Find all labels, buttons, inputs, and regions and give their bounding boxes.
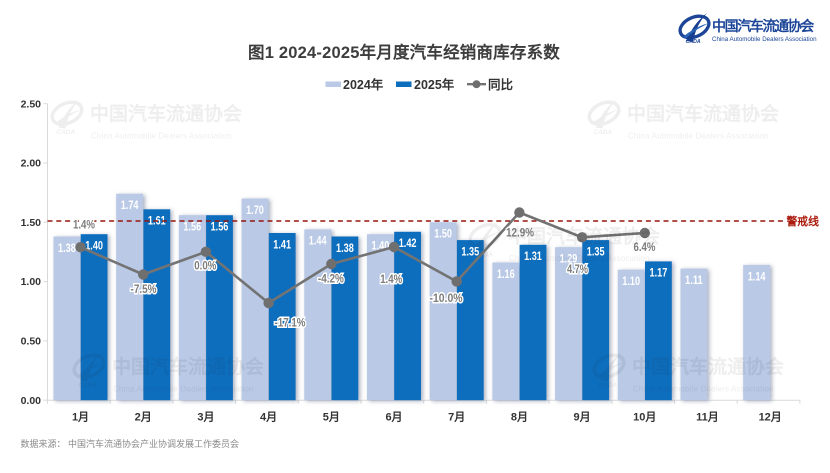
svg-text:0.50: 0.50 [21,336,42,348]
svg-text:5月: 5月 [323,411,340,424]
svg-text:11月: 11月 [696,411,719,424]
svg-text:1.70: 1.70 [246,203,264,217]
svg-text:1.50: 1.50 [434,227,452,241]
svg-text:同比: 同比 [488,77,514,92]
svg-text:2024年: 2024年 [343,77,384,92]
svg-text:1.40: 1.40 [85,239,103,253]
svg-text:2.00: 2.00 [21,158,42,170]
svg-text:1.4%: 1.4% [380,272,402,286]
svg-text:1.44: 1.44 [309,234,327,248]
svg-text:CADA: CADA [686,39,701,45]
svg-text:1.11: 1.11 [685,273,703,287]
svg-text:1.41: 1.41 [273,237,291,251]
svg-text:1.14: 1.14 [748,269,766,283]
svg-text:4.7%: 4.7% [567,262,588,276]
svg-text:8月: 8月 [511,411,528,424]
svg-text:1.74: 1.74 [121,198,139,212]
svg-text:7月: 7月 [448,411,465,424]
svg-text:1.4%: 1.4% [73,217,95,231]
svg-text:1.17: 1.17 [650,266,668,280]
svg-text:2月: 2月 [135,411,152,424]
svg-text:-4.2%: -4.2% [318,272,344,286]
svg-text:4月: 4月 [260,411,277,424]
svg-text:1.10: 1.10 [622,274,640,288]
svg-text:1.38: 1.38 [336,241,354,255]
svg-text:0.0%: 0.0% [194,259,216,273]
svg-text:1.56: 1.56 [211,220,229,234]
svg-text:1.50: 1.50 [21,217,42,229]
svg-text:9月: 9月 [574,411,591,424]
svg-text:12月: 12月 [759,411,782,424]
svg-text:1.00: 1.00 [21,276,42,288]
svg-text:0.00: 0.00 [21,395,42,407]
svg-text:数据来源： 中国汽车流通协会产业协调发展工作委员会: 数据来源： 中国汽车流通协会产业协调发展工作委员会 [21,438,240,449]
svg-text:2025年: 2025年 [414,77,455,92]
svg-text:警戒线: 警戒线 [786,214,820,228]
svg-text:中国汽车流通协会: 中国汽车流通协会 [712,18,815,34]
svg-text:10月: 10月 [633,411,656,424]
svg-text:-17.1%: -17.1% [275,316,306,330]
svg-text:1.42: 1.42 [399,236,417,250]
svg-text:2.50: 2.50 [21,98,42,110]
svg-text:-10.0%: -10.0% [430,291,463,305]
svg-text:1.38: 1.38 [58,241,76,255]
svg-text:6月: 6月 [385,411,402,424]
svg-text:图1 2024-2025年月度汽车经销商库存系数: 图1 2024-2025年月度汽车经销商库存系数 [248,42,560,62]
svg-text:China Automobile Dealers Assoc: China Automobile Dealers Association [712,36,817,43]
svg-text:-7.5%: -7.5% [131,282,157,296]
svg-text:1.56: 1.56 [183,220,201,234]
svg-text:1月: 1月 [72,411,89,424]
svg-text:1.16: 1.16 [497,267,515,281]
svg-text:3月: 3月 [197,411,214,424]
